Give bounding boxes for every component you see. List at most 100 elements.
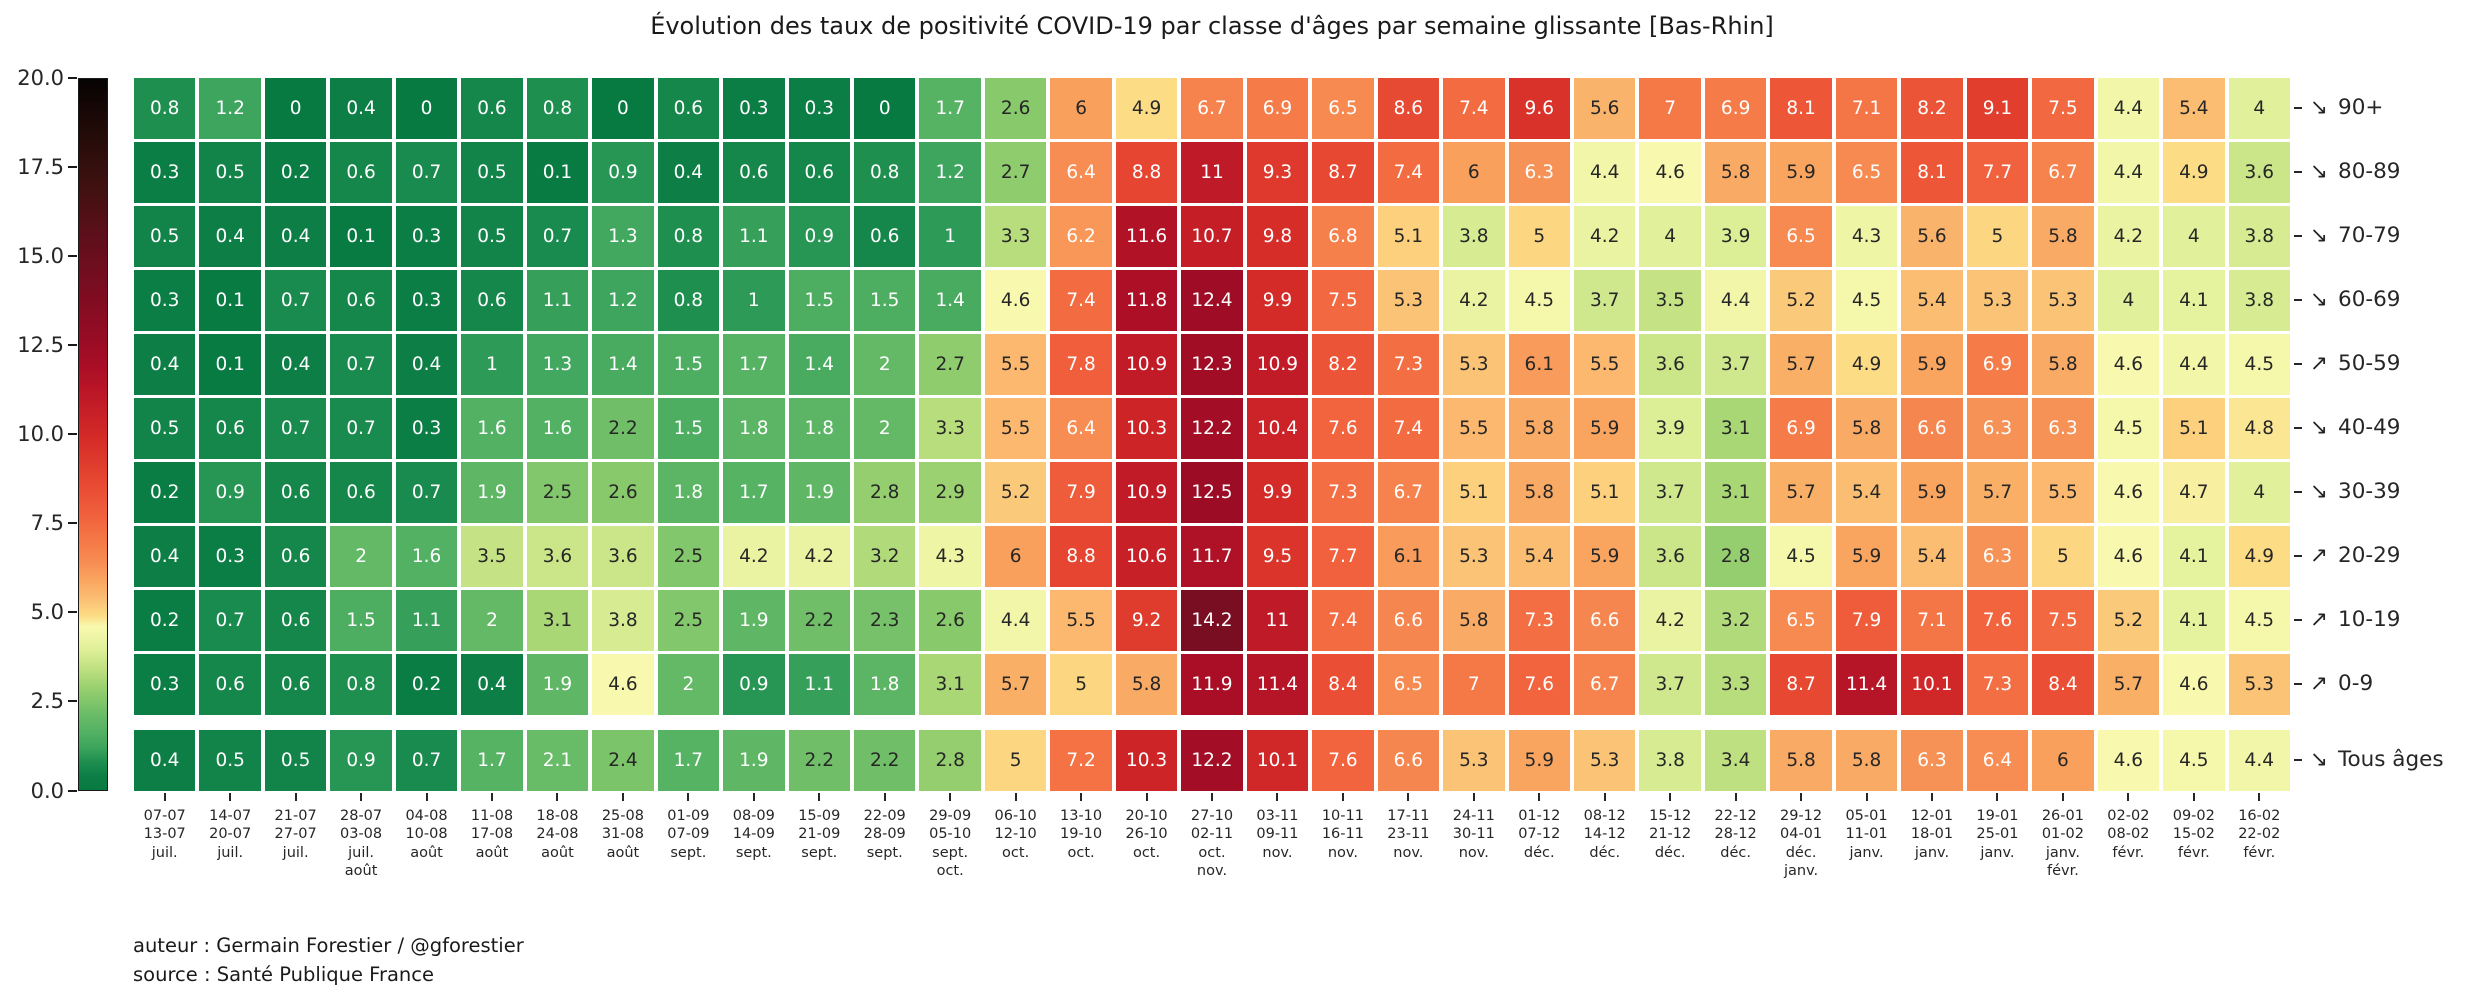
heatmap-cell: 0.6	[330, 142, 392, 203]
heatmap-cell: 4.1	[2163, 590, 2225, 651]
x-tick-mark	[1211, 792, 1213, 801]
heatmap-cell: 11.4	[1835, 654, 1898, 715]
heatmap-cell: 10.9	[1246, 334, 1309, 395]
age-group-label: 60-69	[2338, 287, 2401, 313]
heatmap-cell: 4.5	[1835, 270, 1898, 331]
colorbar-tick-mark	[68, 344, 77, 347]
heatmap-cell: 3.8	[2228, 206, 2290, 267]
colorbar-tick-label: 20.0	[17, 66, 64, 90]
x-tick-mark	[1603, 792, 1606, 801]
x-tick-label: 15-09 21-09 sept.	[798, 807, 841, 861]
heatmap-cell: 4.4	[1704, 270, 1767, 331]
x-tick-label: 08-09 14-09 sept.	[732, 807, 775, 861]
heatmap-cell: 3.5	[1639, 270, 1701, 331]
x-tick-label: 22-12 28-12 déc.	[1714, 807, 1757, 861]
x-tick-mark	[1669, 792, 1672, 801]
heatmap-cell: 1	[723, 270, 785, 331]
x-tick-mark	[1407, 792, 1410, 801]
colorbar-tick-mark	[68, 77, 77, 79]
heatmap-cell: 0.5	[199, 730, 261, 791]
heatmap-cell: 4.6	[2097, 730, 2160, 791]
heatmap-cell: 7.7	[1312, 526, 1374, 587]
colorbar-tick-label: 7.5	[30, 511, 64, 536]
heatmap-cell: 2.1	[526, 730, 589, 791]
heatmap-cell: 0	[854, 78, 916, 139]
heatmap-cell: 0.6	[199, 398, 261, 459]
heatmap-cell: 7.5	[2032, 78, 2094, 139]
heatmap-cell: 7.6	[1312, 730, 1374, 791]
heatmap-cell: 5	[1508, 206, 1570, 267]
heatmap-cell: 2.5	[657, 526, 720, 587]
heatmap-cell: 8.6	[1377, 78, 1440, 139]
colorbar-tick-label: 5.0	[30, 600, 64, 625]
heatmap-cell: 12.2	[1181, 730, 1243, 791]
x-tick-mark	[1276, 792, 1279, 801]
age-group-label: 0-9	[2338, 671, 2374, 697]
heatmap-cell: 0.6	[854, 206, 916, 267]
heatmap-cell: 0.2	[134, 590, 196, 651]
heatmap-cell: 0.1	[199, 270, 261, 331]
colorbar-tick-mark	[68, 700, 77, 703]
heatmap-cell: 0.6	[657, 78, 720, 139]
x-tick-mark	[621, 792, 624, 801]
heatmap-cell: 0.8	[657, 206, 720, 267]
x-tick-label: 06-10 12-10 oct.	[994, 807, 1037, 861]
heatmap-cell: 0.4	[461, 654, 523, 715]
x-tick-label: 05-01 11-01 janv.	[1845, 807, 1888, 861]
heatmap-cell: 4.4	[2097, 78, 2160, 139]
y-tick-mark	[2294, 363, 2302, 366]
heatmap-cell: 1.5	[854, 270, 916, 331]
heatmap-cell: 6.9	[1966, 334, 2029, 395]
heatmap-cell: 0.4	[134, 526, 196, 587]
heatmap-cell: 0.6	[461, 270, 523, 331]
heatmap-cell: 3.6	[1639, 526, 1701, 587]
colorbar	[78, 78, 108, 791]
x-tick-label: 14-07 20-07 juil.	[209, 807, 252, 861]
heatmap-cell: 5.3	[1443, 334, 1505, 395]
heatmap-cell: 4	[2097, 270, 2160, 331]
heatmap-cell: 5.5	[1050, 590, 1112, 651]
heatmap-cell: 0.7	[330, 334, 392, 395]
heatmap-cell: 5.8	[1443, 590, 1505, 651]
heatmap-cell: 6.9	[1246, 78, 1309, 139]
heatmap-cell: 5	[1966, 206, 2029, 267]
x-tick-label: 09-02 15-02 févr.	[2172, 807, 2215, 861]
heatmap-cell: 11.8	[1115, 270, 1178, 331]
heatmap-cell: 0.4	[264, 206, 327, 267]
heatmap-cell: 2.2	[788, 730, 850, 791]
heatmap-cell: 4.5	[2097, 398, 2160, 459]
row-label: ↘ 70-79	[2310, 222, 2401, 250]
x-tick-label: 26-01 01-02 janv. févr.	[2041, 807, 2084, 880]
heatmap-cell: 0.4	[330, 78, 392, 139]
heatmap-cell: 5.8	[1835, 730, 1898, 791]
heatmap-cell: 5.8	[1835, 398, 1898, 459]
heatmap-cell: 5.5	[984, 398, 1047, 459]
heatmap-cell: 2.5	[526, 462, 589, 523]
x-tick-label: 10-11 16-11 nov.	[1321, 807, 1364, 861]
heatmap-cell: 0.4	[657, 142, 720, 203]
heatmap-cell: 2	[854, 334, 916, 395]
heatmap-cell: 0	[592, 78, 654, 139]
x-tick-mark	[1145, 792, 1148, 801]
heatmap-cell: 0.8	[657, 270, 720, 331]
heatmap-cell: 8.4	[2032, 654, 2094, 715]
heatmap-cell: 1.4	[592, 334, 654, 395]
heatmap-cell: 12.4	[1181, 270, 1243, 331]
x-tick-label: 01-09 07-09 sept.	[667, 807, 710, 861]
heatmap-cell: 0.1	[199, 334, 261, 395]
heatmap-cell: 4.4	[984, 590, 1047, 651]
heatmap-cell: 2.8	[1704, 526, 1767, 587]
heatmap-cell: 6.9	[1704, 78, 1767, 139]
x-tick-label: 22-09 28-09 sept.	[863, 807, 906, 861]
age-group-label: 10-19	[2338, 607, 2401, 633]
heatmap-cell: 5.8	[1115, 654, 1178, 715]
x-tick-label: 13-10 19-10 oct.	[1060, 807, 1103, 861]
heatmap-cell: 1.1	[723, 206, 785, 267]
heatmap-cell: 7	[1443, 654, 1505, 715]
heatmap-cell: 11.6	[1115, 206, 1178, 267]
heatmap-cell: 11.4	[1246, 654, 1309, 715]
heatmap-cell: 3.3	[984, 206, 1047, 267]
heatmap-cell: 4.5	[1508, 270, 1570, 331]
heatmap-cell: 0.5	[134, 206, 196, 267]
x-tick-label: 02-02 08-02 févr.	[2107, 807, 2150, 861]
